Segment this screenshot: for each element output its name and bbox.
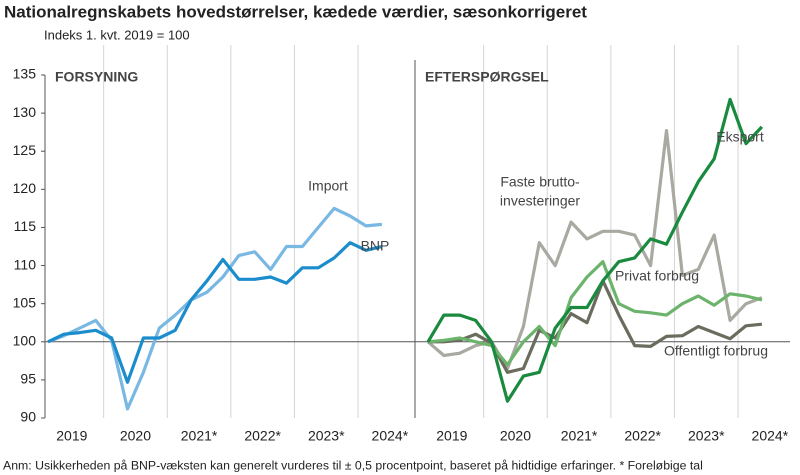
series-line <box>426 97 764 403</box>
series-label: investeringer <box>500 193 580 209</box>
x-tick-label: 2020 <box>500 428 531 444</box>
y-tick-label: 135 <box>13 66 37 82</box>
panel-title: FORSYNING <box>55 69 138 85</box>
series-label: BNP <box>361 238 390 254</box>
y-tick-label: 90 <box>20 409 36 425</box>
x-tick-label: 2022* <box>244 428 281 444</box>
x-tick-label: 2019 <box>436 428 467 444</box>
x-tick-label: 2023* <box>308 428 345 444</box>
x-tick-label: 2024* <box>372 428 409 444</box>
x-tick-label: 2021* <box>561 428 598 444</box>
series-label: Eksport <box>716 129 764 145</box>
subtitle: Indeks 1. kvt. 2019 = 100 <box>44 27 190 42</box>
x-tick-label: 2020 <box>120 428 151 444</box>
y-tick-label: 115 <box>14 218 37 234</box>
series-label: Offentligt forbrug <box>664 343 768 359</box>
y-tick-label: 120 <box>13 180 37 196</box>
y-tick-label: 130 <box>13 104 37 120</box>
series-line <box>47 206 383 411</box>
footnote: Anm: Usikkerheden på BNP-væksten kan gen… <box>3 458 703 472</box>
series-label: Faste brutto- <box>500 174 580 190</box>
y-tick-label: 100 <box>13 332 37 348</box>
x-tick-label: 2019 <box>56 428 87 444</box>
series-line <box>428 279 763 374</box>
y-tick-label: 105 <box>13 294 37 310</box>
series-line <box>427 260 763 367</box>
x-tick-label: 2021* <box>181 428 218 444</box>
x-tick-label: 2022* <box>624 428 661 444</box>
series-label: Import <box>308 178 348 194</box>
y-tick-label: 125 <box>13 142 37 158</box>
panel-title: EFTERSPØRGSEL <box>425 69 549 85</box>
chart-title: Nationalregnskabets hovedstørrelser, kæd… <box>4 2 587 21</box>
series-label: Privat forbrug <box>615 268 699 284</box>
series-line <box>47 241 383 384</box>
y-tick-label: 110 <box>14 256 37 272</box>
y-tick-label: 95 <box>20 371 36 387</box>
x-tick-label: 2024* <box>752 428 789 444</box>
x-tick-label: 2023* <box>688 428 725 444</box>
